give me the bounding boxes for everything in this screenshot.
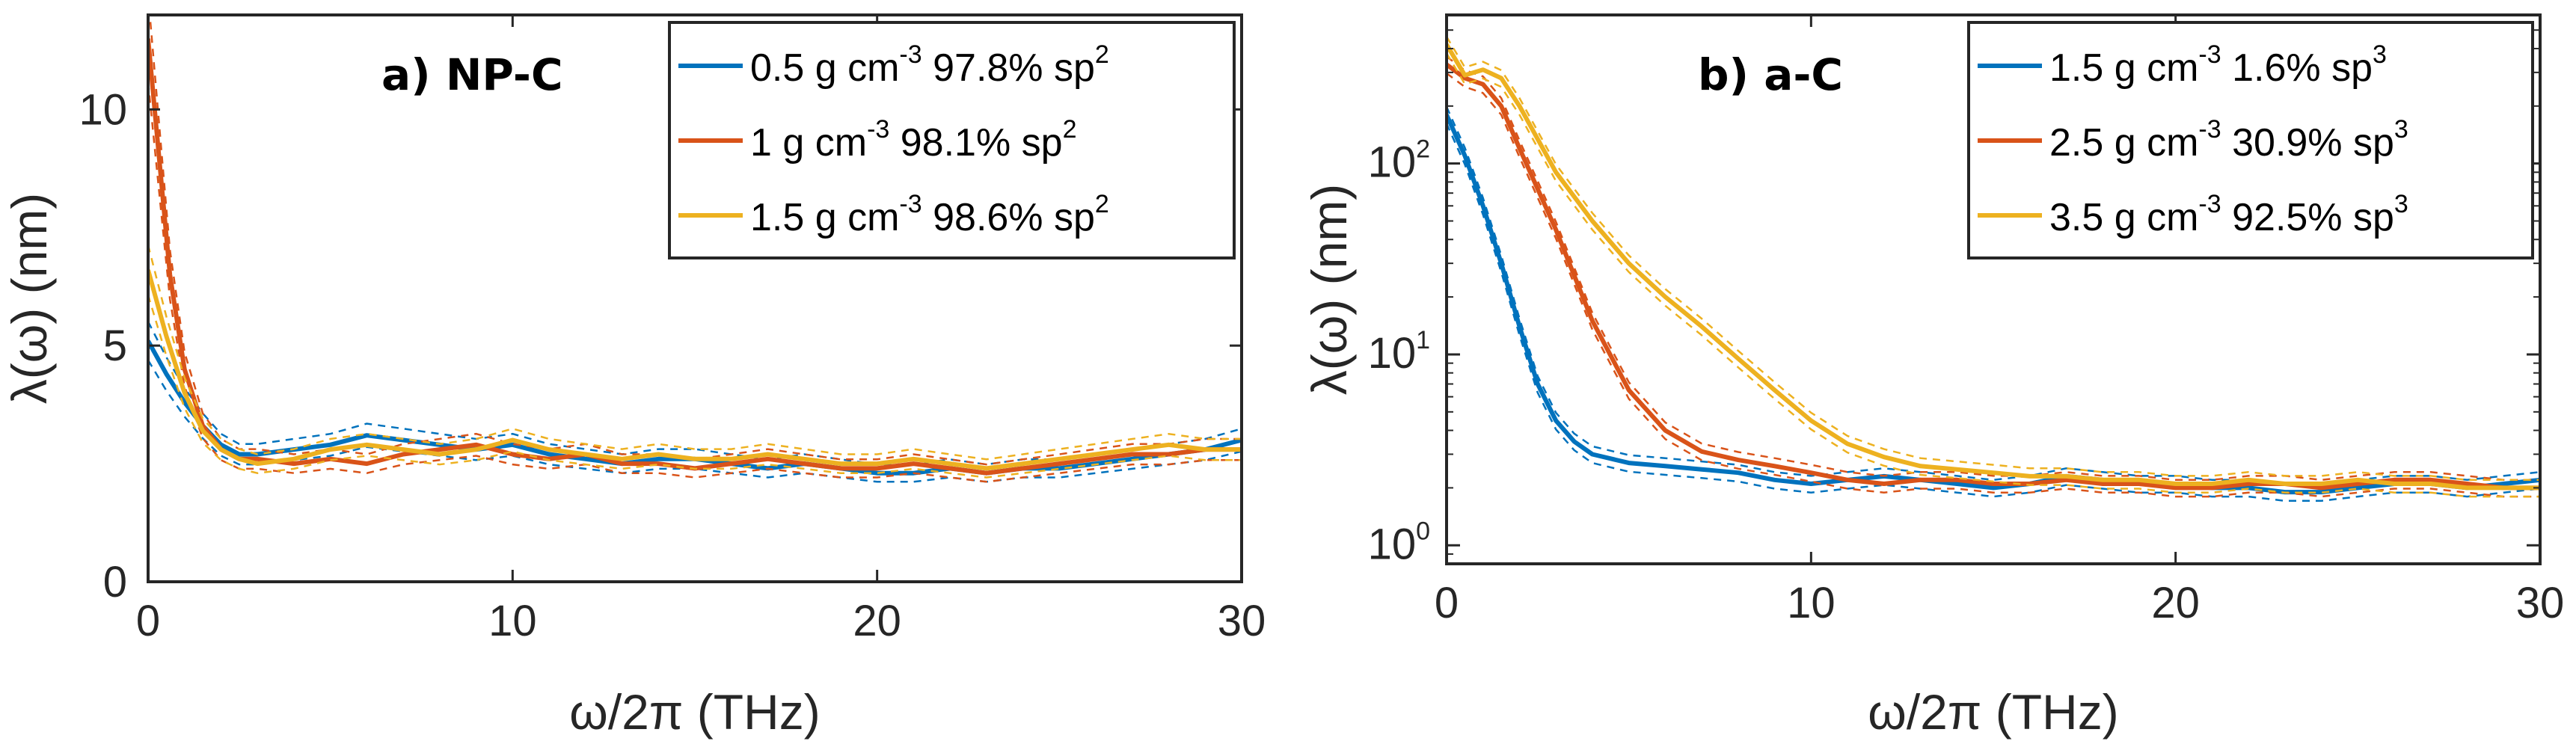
y-tick-label: 0: [103, 558, 127, 606]
y-tick-label: 100: [1368, 517, 1430, 568]
legend-entry-1: 1.5 g cm-3 1.6% sp3: [2049, 40, 2387, 90]
series-2-line: [1447, 62, 2540, 491]
panel-a-legend: 0.5 g cm-3 97.8% sp2 1 g cm-3 98.1% sp2 1.…: [668, 21, 1236, 259]
legend-entry-3: 1.5 g cm-3 98.6% sp2: [750, 190, 1109, 239]
panel-b-series: [1447, 36, 2540, 502]
legend-entry-2: 2.5 g cm-3 30.9% sp3: [2049, 115, 2408, 165]
series-3-line: [148, 269, 1242, 471]
panel-b-title: b) a-C: [1698, 49, 1843, 100]
panel-a-axes-frame: [147, 13, 1243, 583]
series-3-band-lower: [148, 295, 1242, 479]
x-tick-label: 0: [136, 597, 160, 645]
x-tick-label: 30: [2516, 579, 2565, 627]
legend-entry-1: 0.5 g cm-3 97.8% sp2: [750, 40, 1109, 90]
panel-a: 0 10 20 30 0 5 10 a) NP-C ω/2π (THz) λ(ω) (nm)…: [1, 13, 1266, 740]
y-tick-label: 101: [1368, 326, 1430, 378]
legend-box: [1967, 21, 2534, 259]
series-3-band-upper: [1447, 36, 2540, 482]
panel-a-title: a) NP-C: [381, 49, 563, 100]
series-1-line: [148, 339, 1242, 476]
series-3-line: [1447, 43, 2540, 491]
x-tick-label: 20: [2151, 579, 2200, 627]
series-2-band-upper: [149, 15, 1242, 466]
panel-b: 0 10 20 30 100 101 102 b) a-C ω/2π (THz) λ(ω) …: [1301, 13, 2565, 740]
x-tick-label: 20: [853, 597, 901, 645]
series-3-band-lower: [1447, 52, 2540, 498]
legend-entry-2: 1 g cm-3 98.1% sp2: [750, 115, 1076, 165]
panel-b-legend: 1.5 g cm-3 1.6% sp3 2.5 g cm-3 30.9% sp3 3…: [1967, 21, 2534, 259]
x-tick-label: 10: [1787, 579, 1836, 627]
panel-b-xlabel: ω/2π (THz): [1868, 684, 2118, 740]
x-tick-label: 30: [1218, 597, 1266, 645]
series-3-band-upper: [148, 245, 1242, 461]
y-tick-label: 5: [103, 322, 127, 370]
panel-b-ylabel: λ(ω) (nm): [1301, 184, 1357, 395]
x-tick-label: 10: [488, 597, 537, 645]
panel-a-series: [148, 15, 1242, 483]
x-tick-label: 0: [1435, 579, 1459, 627]
panel-a-ylabel: λ(ω) (nm): [1, 193, 57, 404]
y-tick-label: 102: [1368, 135, 1430, 187]
y-tick-label: 10: [79, 85, 127, 134]
panel-a-xlabel: ω/2π (THz): [569, 684, 820, 740]
series-2-band-lower: [148, 82, 1242, 483]
series-1-band-upper: [148, 321, 1242, 466]
series-1-band-lower: [148, 359, 1242, 483]
legend-entry-3: 3.5 g cm-3 92.5% sp3: [2049, 190, 2408, 239]
panel-b-ticks: 0 10 20 30 100 101 102: [1368, 14, 2565, 627]
panel-b-axes-frame: [1445, 13, 2542, 565]
legend-box: [668, 21, 1236, 259]
